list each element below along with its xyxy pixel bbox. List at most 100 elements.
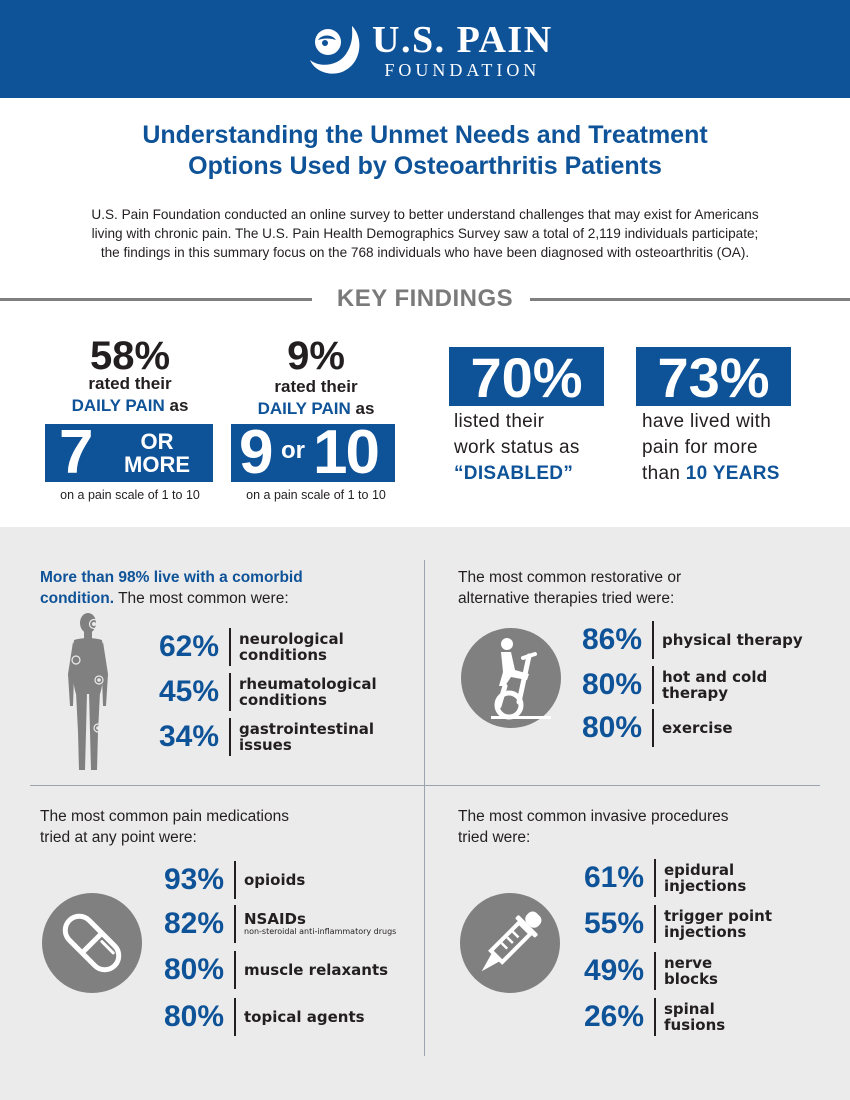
comorbid-label: gastrointestinal issues [239,716,374,758]
finding-1-line-1: rated their [88,374,172,393]
foundation-logo-text: U.S. PAIN FOUNDATION [372,20,553,80]
comorbid-heading-highlight: More than 98% live with a comorbid [40,569,303,586]
finding-1-percent: 58% [89,334,171,378]
procedure-label: epidural injections [664,857,746,899]
vertical-divider [424,560,425,1056]
medication-label-line-1: muscle relaxants [244,961,389,979]
procedure-label: spinal fusions [664,996,725,1038]
finding-1-box-more: MORE [124,452,190,477]
finding-3-line-1: listed their [454,411,545,432]
intro-line-3: the findings in this summary focus on th… [100,245,750,260]
capsule-icon [42,893,142,993]
finding-1-box-or: OR [140,429,174,454]
medication-percent: 80% [163,953,224,986]
finding-1-box: 7 OR MORE [45,420,213,486]
procedure-percent: 26% [583,1000,644,1033]
stat-divider [654,952,656,990]
comorbid-heading-rest: The most common were: [114,590,289,607]
stat-divider [652,709,654,747]
medication-label-subtext: non-steroidal anti-inflammatory drugs [244,927,397,936]
finding-2-daily-pain: DAILY PAIN [257,399,351,418]
finding-2-box-nine: 9 [239,418,274,487]
medication-label: topical agents [244,996,365,1038]
finding-1-daily-pain: DAILY PAIN [71,396,165,415]
stat-divider [652,666,654,704]
therapy-label-line-1: exercise [662,719,733,737]
medications-heading-line-1: The most common pain medications [40,808,289,825]
comorbid-label-line-1: gastrointestinal [239,720,375,738]
comorbid-heading-highlight-2: condition. [40,590,115,607]
stationary-bike-icon [461,628,561,728]
title-line-1: Understanding the Unmet Needs and Treatm… [142,121,708,149]
procedure-label: nerve blocks [664,950,718,992]
medication-label-line-1: NSAIDs [244,910,306,928]
procedure-label-line-2: fusions [664,1016,726,1034]
comorbid-label: neurological conditions [239,626,344,668]
comorbid-label-line-1: neurological [239,630,344,648]
finding-4-percent: 73% [636,347,791,409]
procedure-label: trigger point injections [664,903,772,945]
key-findings-rule-right [530,298,850,301]
therapy-label-line-1: physical therapy [662,631,803,649]
finding-4-line-1: have lived with [642,411,772,432]
procedure-label-line-1: nerve [664,954,713,972]
therapy-label: physical therapy [662,619,803,661]
stat-divider [229,718,231,756]
therapies-heading: The most common restorative or alternati… [458,567,828,609]
page-title: Understanding the Unmet Needs and Treatm… [0,120,850,182]
medication-percent: 93% [163,863,224,896]
stat-divider [654,859,656,897]
medication-label: NSAIDs non-steroidal anti-inflammatory dr… [244,903,396,945]
finding-2-box: 9 or 10 [231,420,395,486]
finding-1-scale: on a pain scale of 1 to 10 [60,488,200,502]
procedure-label-line-2: blocks [664,970,718,988]
procedure-percent: 49% [583,954,644,987]
finding-3-text: listed their work status as “DISABLED” [454,409,654,487]
medication-label-line-1: opioids [244,871,306,889]
finding-4-than: than [642,463,686,484]
procedures-heading-line-2: tried were: [458,829,531,846]
finding-4-text: have lived with pain for more than 10 YE… [642,409,842,487]
header-banner: U.S. PAIN FOUNDATION [0,0,850,98]
finding-1-box-number: 7 [59,418,94,487]
comorbid-label-line-2: conditions [239,691,327,709]
medications-heading-line-2: tried at any point were: [40,829,197,846]
details-section [0,527,850,1100]
medications-heading: The most common pain medications tried a… [40,806,410,848]
procedure-label-line-1: epidural [664,861,735,879]
therapy-label-line-2: therapy [662,684,729,702]
dropper-icon [460,893,560,993]
finding-2-box-ten: 10 [313,418,380,487]
logo-name: U.S. PAIN [372,19,553,61]
human-body-icon [68,613,108,770]
finding-4-line-2: pain for more [642,437,758,458]
comorbid-percent: 62% [158,630,219,663]
medication-label: opioids [244,859,305,901]
foundation-logo-icon [310,26,360,74]
comorbid-label-line-2: issues [239,736,292,754]
key-findings-rule-left [0,298,312,301]
finding-2-line-2: DAILY PAIN as [226,398,406,420]
finding-2-line-1: rated their [274,377,358,396]
stat-divider [229,628,231,666]
finding-2-percent: 9% [287,334,345,378]
therapy-percent: 86% [581,623,642,656]
comorbid-label: rheumatological conditions [239,671,377,713]
intro-paragraph: U.S. Pain Foundation conducted an online… [40,205,810,262]
procedure-percent: 61% [583,861,644,894]
stat-divider [234,951,236,989]
finding-2-scale: on a pain scale of 1 to 10 [246,488,386,502]
horizontal-divider [30,785,820,786]
procedure-label-line-2: injections [664,877,747,895]
key-findings-heading: KEY FINDINGS [336,285,514,312]
medication-percent: 80% [163,1000,224,1033]
finding-3-disabled: “DISABLED” [454,463,574,484]
stat-divider [234,998,236,1036]
finding-3-line-2: work status as [454,437,580,458]
comorbid-label-line-2: conditions [239,646,327,664]
therapy-label: hot and cold therapy [662,664,767,706]
comorbid-percent: 34% [158,720,219,753]
therapy-percent: 80% [581,668,642,701]
intro-line-1: U.S. Pain Foundation conducted an online… [91,207,759,222]
stat-divider [229,673,231,711]
